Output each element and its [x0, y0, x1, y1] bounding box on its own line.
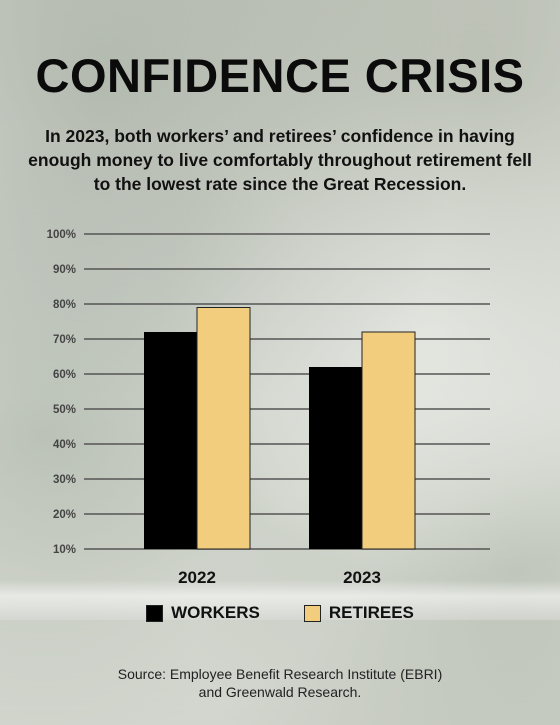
source-note: Source: Employee Benefit Research Instit… — [0, 665, 560, 701]
legend-item-retirees: RETIREES — [303, 603, 414, 623]
bar-workers-2023 — [309, 367, 362, 549]
y-tick-label: 100% — [47, 229, 76, 241]
source-line-1: Source: Employee Benefit Research Instit… — [117, 666, 443, 682]
y-tick-label: 80% — [53, 299, 76, 311]
source-line-2: and Greenwald Research. — [198, 684, 362, 700]
legend-label-retirees: RETIREES — [328, 603, 414, 622]
y-tick-label: 30% — [53, 474, 76, 486]
legend-label-workers: WORKERS — [171, 603, 260, 622]
x-category-label: 2023 — [343, 568, 381, 587]
bar-workers-2022 — [144, 332, 197, 549]
y-tick-label: 50% — [53, 404, 76, 416]
bar-chart: 10% 20% 30% 40% 50% 60% 70% 80% 90% 100% 2022 2023 — [47, 229, 490, 587]
y-tick-label: 40% — [53, 439, 76, 451]
legend: WORKERS RETIREES — [0, 603, 560, 623]
y-tick-label: 20% — [53, 509, 76, 521]
y-tick-label: 90% — [53, 264, 76, 276]
x-category-label: 2022 — [178, 568, 216, 587]
background-window-sill — [0, 580, 560, 620]
bar-retirees-2023 — [361, 331, 416, 550]
legend-item-workers: WORKERS — [146, 603, 260, 623]
subtitle: In 2023, both workers’ and retirees’ con… — [28, 126, 532, 194]
page-title: CONFIDENCE CRISIS — [35, 49, 525, 102]
y-tick-label: 60% — [53, 369, 76, 381]
bar-retirees-2022 — [196, 307, 251, 550]
y-tick-label: 70% — [53, 334, 76, 346]
legend-swatch-workers — [146, 604, 164, 622]
legend-swatch-retirees — [303, 604, 321, 622]
y-tick-label: 10% — [53, 544, 76, 556]
